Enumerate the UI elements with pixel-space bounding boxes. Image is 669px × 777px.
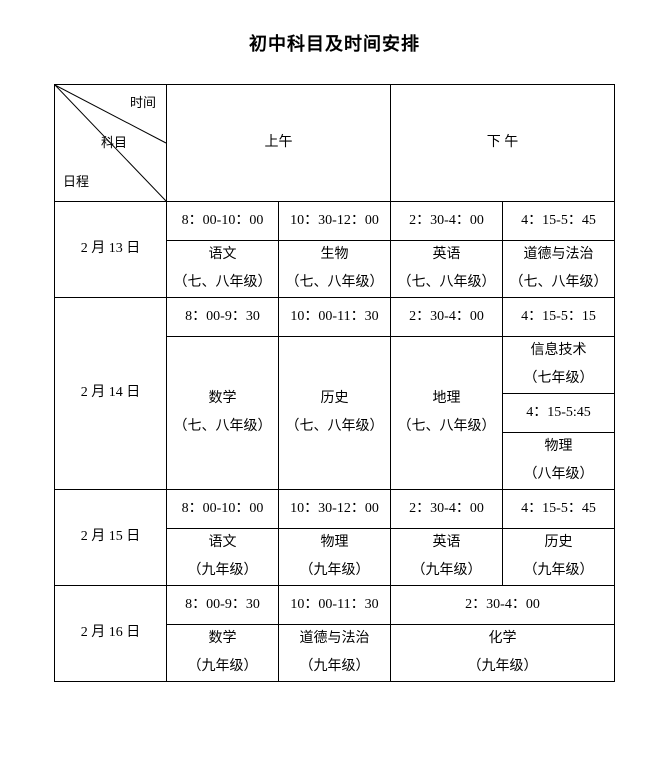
page-title: 初中科目及时间安排	[40, 30, 629, 56]
time-cell: 2：30-4：00	[391, 202, 503, 241]
corner-cell: 时间 科目 日程	[55, 85, 167, 202]
subject-grade: （九年级）	[391, 557, 502, 585]
table-row: 2 月 13 日 8：00-10：00 10：30-12：00 2：30-4：0…	[55, 202, 615, 241]
time-cell: 8：00-10：00	[167, 490, 279, 529]
subject-grade: （九年级）	[391, 653, 614, 681]
subject-name: 数学	[167, 625, 278, 653]
subject-grade: （七、八年级）	[391, 413, 502, 441]
time-cell: 2：30-4：00	[391, 586, 615, 625]
time-cell: 2：30-4：00	[391, 298, 503, 337]
time-cell: 8：00-9：30	[167, 298, 279, 337]
subject-grade: （九年级）	[167, 653, 278, 681]
subject-cell: 化学 （九年级）	[391, 625, 615, 682]
subject-grade: （九年级）	[279, 557, 390, 585]
corner-label-date: 日程	[63, 170, 89, 195]
period-am: 上午	[167, 85, 391, 202]
time-cell: 10：30-12：00	[279, 202, 391, 241]
subject-name: 英语	[391, 529, 502, 557]
subject-cell: 历史 （九年级）	[503, 529, 615, 586]
subject-grade: （七、八年级）	[279, 413, 390, 441]
subject-name: 信息技术	[503, 337, 614, 365]
corner-label-subject: 科目	[101, 131, 127, 156]
subject-grade: （七年级）	[503, 365, 614, 393]
subject-grade: （七、八年级）	[279, 269, 390, 297]
subject-name: 语文	[167, 241, 278, 269]
table-header-row: 时间 科目 日程 上午 下 午	[55, 85, 615, 202]
subject-name: 道德与法治	[279, 625, 390, 653]
time-cell: 4：15-5：45	[503, 490, 615, 529]
table-row: 2 月 16 日 8：00-9：30 10：00-11：30 2：30-4：00	[55, 586, 615, 625]
time-cell: 10：00-11：30	[279, 586, 391, 625]
subject-grade: （八年级）	[503, 461, 614, 489]
subject-cell: 道德与法治 （七、八年级）	[503, 241, 615, 298]
time-cell: 4：15-5：45	[503, 202, 615, 241]
subject-grade: （九年级）	[279, 653, 390, 681]
subject-cell: 信息技术 （七年级）	[503, 337, 615, 394]
subject-name: 道德与法治	[503, 241, 614, 269]
subject-cell: 语文 （七、八年级）	[167, 241, 279, 298]
subject-cell: 语文 （九年级）	[167, 529, 279, 586]
subject-cell: 生物 （七、八年级）	[279, 241, 391, 298]
period-pm: 下 午	[391, 85, 615, 202]
subject-name: 历史	[279, 385, 390, 413]
time-cell: 10：30-12：00	[279, 490, 391, 529]
subject-name: 英语	[391, 241, 502, 269]
subject-cell: 数学 （九年级）	[167, 625, 279, 682]
time-cell: 2：30-4：00	[391, 490, 503, 529]
subject-name: 语文	[167, 529, 278, 557]
table-row: 2 月 14 日 8：00-9：30 10：00-11：30 2：30-4：00…	[55, 298, 615, 337]
date-cell: 2 月 14 日	[55, 298, 167, 490]
subject-cell: 历史 （七、八年级）	[279, 337, 391, 490]
subject-grade: （七、八年级）	[391, 269, 502, 297]
subject-grade: （九年级）	[167, 557, 278, 585]
subject-name: 物理	[503, 433, 614, 461]
subject-cell: 道德与法治 （九年级）	[279, 625, 391, 682]
date-cell: 2 月 16 日	[55, 586, 167, 682]
subject-cell: 英语 （七、八年级）	[391, 241, 503, 298]
table-row: 2 月 15 日 8：00-10：00 10：30-12：00 2：30-4：0…	[55, 490, 615, 529]
time-cell: 8：00-10：00	[167, 202, 279, 241]
subject-grade: （七、八年级）	[167, 269, 278, 297]
subject-grade: （九年级）	[503, 557, 614, 585]
date-cell: 2 月 15 日	[55, 490, 167, 586]
time-cell: 8：00-9：30	[167, 586, 279, 625]
subject-cell: 英语 （九年级）	[391, 529, 503, 586]
subject-name: 生物	[279, 241, 390, 269]
subject-name: 物理	[279, 529, 390, 557]
subject-grade: （七、八年级）	[167, 413, 278, 441]
time-cell: 4：15-5:45	[503, 394, 615, 433]
subject-name: 化学	[391, 625, 614, 653]
subject-cell: 物理 （八年级）	[503, 433, 615, 490]
subject-name: 数学	[167, 385, 278, 413]
subject-name: 历史	[503, 529, 614, 557]
subject-grade: （七、八年级）	[503, 269, 614, 297]
time-cell: 4：15-5：15	[503, 298, 615, 337]
subject-cell: 数学 （七、八年级）	[167, 337, 279, 490]
corner-label-time: 时间	[130, 91, 156, 116]
time-cell: 10：00-11：30	[279, 298, 391, 337]
subject-name: 地理	[391, 385, 502, 413]
date-cell: 2 月 13 日	[55, 202, 167, 298]
subject-cell: 地理 （七、八年级）	[391, 337, 503, 490]
schedule-table: 时间 科目 日程 上午 下 午 2 月 13 日 8：00-10：00 10：3…	[54, 84, 615, 682]
subject-cell: 物理 （九年级）	[279, 529, 391, 586]
